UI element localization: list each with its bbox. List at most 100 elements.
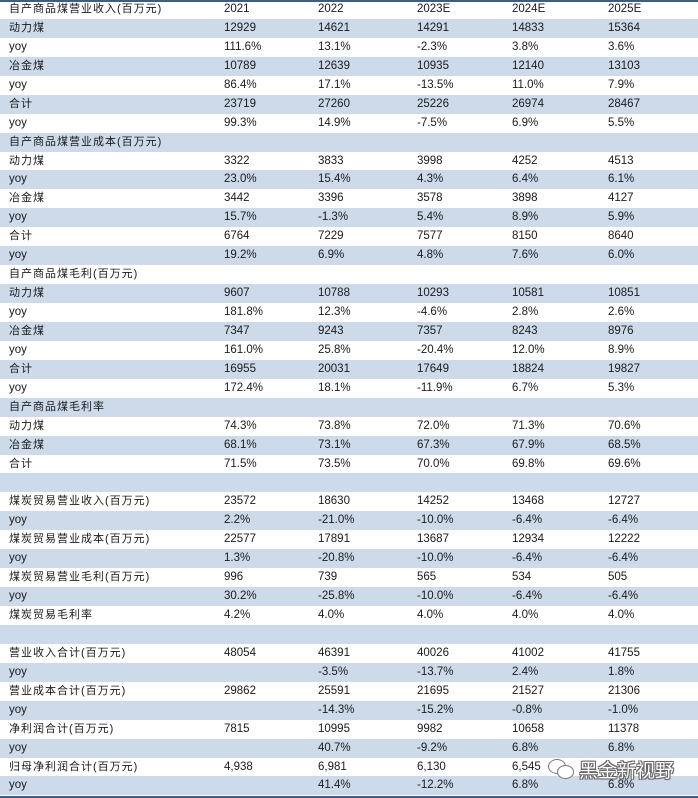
row-label: 合计 (9, 230, 33, 243)
table-cell: 68.5% (608, 438, 641, 451)
table-top-rule (0, 0, 698, 2)
table-cell: 67.9% (512, 438, 545, 451)
table-cell: -1.3% (318, 211, 349, 224)
table-cell: 8.9% (608, 343, 635, 356)
table-row: 煤炭贸易营业收入(百万元) 23572 18630 14252 13468 12727 (0, 492, 698, 512)
table-cell: -9.2% (417, 741, 448, 754)
column-header: 2023E (417, 3, 451, 15)
table-cell: 13687 (417, 533, 449, 546)
table-cell: 8640 (608, 230, 634, 243)
table-cell: 17891 (318, 533, 350, 546)
table-row: yoy 111.6% 13.1% -2.3% 3.8% 3.6% (0, 37, 698, 57)
table-row: 煤炭贸易毛利率 4.2% 4.0% 4.0% 4.0% 4.0% (0, 606, 698, 625)
row-label: 煤炭贸易营业成本(百万元) (9, 533, 151, 546)
table-row: yoy -3.5% -13.7% 2.4% 1.8% (0, 662, 698, 682)
table-cell: -6.4% (512, 552, 543, 565)
table-row: 自产商品煤营业成本(百万元) (0, 132, 698, 152)
table-cell: 73.5% (318, 457, 351, 470)
table-cell: 4.0% (608, 609, 635, 621)
table-cell: 14.9% (318, 116, 351, 129)
table-row: 冶金煤 68.1% 73.1% 67.3% 67.9% 68.5% (0, 435, 698, 455)
table-row: yoy 181.8% 12.3% -4.6% 2.8% 2.6% (0, 303, 698, 322)
table-cell: 48054 (224, 646, 256, 659)
table-cell: 2.2% (224, 514, 251, 527)
table-row: 动力煤 74.3% 73.8% 72.0% 71.3% 70.6% (0, 416, 698, 436)
table-cell: 111.6% (224, 40, 262, 53)
table-cell: 7.9% (608, 78, 635, 91)
table-cell: -6.4% (608, 514, 639, 527)
table-cell: 70.0% (417, 457, 450, 470)
table-cell: 41002 (512, 646, 544, 659)
table-cell: 7229 (318, 230, 344, 243)
table-cell: -11.9% (417, 381, 453, 394)
row-label: 合计 (9, 457, 33, 470)
wechat-icon (548, 759, 574, 779)
table-row: yoy 99.3% 14.9% -7.5% 6.9% 5.5% (0, 113, 698, 133)
table-cell: 4.0% (417, 609, 444, 621)
row-label: 营业成本合计(百万元) (9, 684, 127, 697)
table-cell: 23719 (224, 97, 256, 110)
table-row: 冶金煤 7347 9243 7357 8243 8976 (0, 321, 698, 341)
table-cell: 9607 (224, 287, 250, 300)
table-cell: 27260 (318, 97, 350, 110)
table-cell: -2.3% (417, 40, 448, 53)
row-label: yoy (9, 665, 27, 678)
table-cell: 21695 (417, 684, 449, 697)
table-cell: 40026 (417, 646, 449, 659)
table-row: yoy 1.3% -20.8% -10.0% -6.4% -6.4% (0, 549, 698, 569)
table-cell: 4127 (608, 192, 634, 205)
table-row: 冶金煤 3442 3396 3578 3898 4127 (0, 189, 698, 209)
table-cell: 86.4% (224, 78, 257, 91)
column-header: 2021 (224, 3, 250, 15)
table-cell: -20.8% (318, 552, 355, 565)
table-cell: 10788 (318, 287, 350, 300)
table-cell: 7.6% (512, 249, 539, 262)
table-cell: 505 (608, 571, 628, 584)
table-cell: 11378 (608, 722, 640, 735)
table-cell: 6,130 (417, 760, 446, 773)
table-cell: 10935 (417, 59, 449, 72)
table-cell: -13.5% (417, 78, 454, 91)
row-label: yoy (9, 40, 27, 53)
table-cell: 5.9% (608, 211, 635, 224)
table-cell: 23572 (224, 495, 256, 508)
table-row: 动力煤 9607 10788 10293 10581 10851 (0, 284, 698, 303)
table-cell: 14833 (512, 21, 544, 34)
table-cell: 72.0% (417, 419, 450, 432)
table-row: yoy 86.4% 17.1% -13.5% 11.0% 7.9% (0, 75, 698, 95)
table-cell: 10293 (417, 287, 449, 300)
table-cell: 13.1% (318, 40, 351, 53)
table-cell: -6.4% (608, 590, 639, 603)
table-row (0, 473, 698, 493)
row-label: 煤炭贸易毛利率 (9, 609, 93, 621)
row-label: 自产商品煤营业成本(百万元) (9, 135, 163, 148)
table-cell: 10995 (318, 722, 350, 735)
table-cell: 71.5% (224, 457, 257, 470)
row-label: yoy (9, 703, 27, 716)
table-cell: 3.8% (512, 40, 539, 53)
table-cell: 6.0% (608, 249, 635, 262)
table-row: 冶金煤 10789 12639 10935 12140 13103 (0, 56, 698, 76)
row-label: 净利润合计(百万元) (9, 722, 115, 735)
table-cell: 23.0% (224, 173, 257, 186)
table-cell: 4.8% (417, 249, 444, 262)
table-row: yoy 2.2% -21.0% -10.0% -6.4% -6.4% (0, 511, 698, 531)
row-label: 自产商品煤毛利率 (9, 400, 105, 413)
table-row: yoy 15.7% -1.3% 5.4% 8.9% 5.9% (0, 208, 698, 228)
table-cell: 7577 (417, 230, 443, 243)
table-row: 合计 71.5% 73.5% 70.0% 69.8% 69.6% (0, 454, 698, 474)
table-row: 自产商品煤毛利(百万元) (0, 265, 698, 285)
row-label: 煤炭贸易营业收入(百万元) (9, 495, 151, 508)
row-label: yoy (9, 249, 27, 262)
table-row: yoy 161.0% 25.8% -20.4% 12.0% 8.9% (0, 340, 698, 360)
row-label: yoy (9, 514, 27, 527)
table-cell: -4.6% (417, 306, 448, 318)
table-cell: 20031 (318, 362, 350, 375)
table-cell: 7357 (417, 324, 443, 337)
row-label: yoy (9, 552, 27, 565)
table-cell: 4252 (512, 154, 538, 167)
table-cell: 6,545 (512, 760, 541, 773)
table-cell: 69.8% (512, 457, 545, 470)
table-cell: 1.8% (608, 665, 635, 678)
